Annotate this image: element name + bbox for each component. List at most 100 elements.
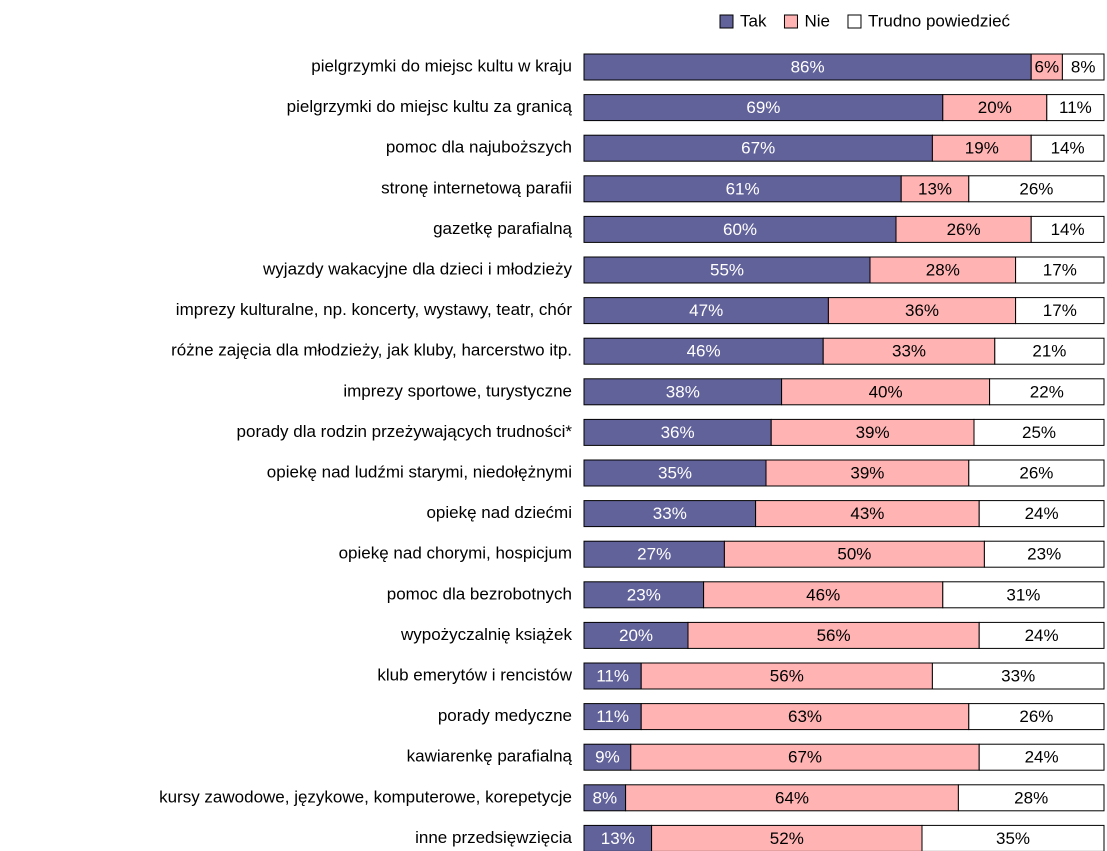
value-label: 33% (892, 342, 926, 361)
value-label: 26% (1019, 463, 1053, 482)
category-label: pomoc dla bezrobotnych (387, 584, 572, 603)
value-label: 52% (770, 829, 804, 848)
value-label: 23% (627, 585, 661, 604)
value-label: 20% (619, 626, 653, 645)
bar-segment (968, 175, 1105, 203)
value-label: 61% (726, 179, 760, 198)
bar-segment (931, 662, 1105, 690)
bar-segment (640, 703, 970, 731)
bar-segment (942, 581, 1105, 609)
bar-segment (583, 175, 902, 203)
value-label: 56% (817, 626, 851, 645)
value-label: 36% (905, 301, 939, 320)
value-label: 43% (850, 504, 884, 523)
value-label: 20% (978, 98, 1012, 117)
value-label: 6% (1035, 57, 1060, 76)
bar-segment (1030, 215, 1105, 243)
bar-segment (827, 297, 1017, 325)
value-label: 11% (596, 707, 629, 726)
bar-segment (973, 418, 1105, 446)
value-label: 46% (806, 585, 840, 604)
bar-segment (583, 418, 772, 446)
value-label: 67% (788, 748, 822, 767)
bar-segment (978, 621, 1105, 649)
value-label: 11% (1059, 98, 1092, 117)
legend-swatch (719, 14, 734, 29)
category-label: wyjazdy wakacyjne dla dzieci i młodzieży (262, 259, 572, 278)
bar-segment (651, 824, 923, 851)
value-label: 17% (1043, 301, 1077, 320)
bar-segment (978, 743, 1105, 771)
category-label: opiekę nad dziećmi (426, 503, 572, 522)
value-label: 13% (601, 829, 635, 848)
bar-segment (583, 378, 783, 406)
bar-segment (625, 784, 959, 812)
value-label: 28% (1014, 788, 1048, 807)
bar-segment (703, 581, 944, 609)
value-label: 25% (1022, 423, 1056, 442)
value-label: 36% (661, 423, 695, 442)
value-label: 24% (1025, 748, 1059, 767)
bar-segment (583, 215, 897, 243)
value-label: 35% (658, 463, 692, 482)
bar-segment (1030, 134, 1105, 162)
value-label: 13% (918, 179, 952, 198)
bar-segment (994, 337, 1105, 365)
value-label: 22% (1030, 382, 1064, 401)
bar-segment (583, 703, 642, 731)
bar-segment (770, 418, 975, 446)
value-label: 23% (1027, 545, 1061, 564)
category-label: stronę internetową parafii (381, 178, 572, 197)
category-label: imprezy kulturalne, np. koncerty, wystaw… (176, 300, 573, 319)
value-label: 47% (689, 301, 723, 320)
bar-segment (895, 215, 1032, 243)
bar-segment (723, 540, 985, 568)
value-label: 56% (770, 666, 804, 685)
category-label: różne zajęcia dla młodzieży, jak kluby, … (171, 341, 572, 360)
value-label: 14% (1051, 220, 1085, 239)
value-label: 40% (869, 382, 903, 401)
bar-segment (583, 297, 829, 325)
bar-segment (583, 256, 871, 284)
value-label: 63% (788, 707, 822, 726)
bar-segment (983, 540, 1105, 568)
legend-label: Tak (740, 11, 767, 30)
value-label: 67% (741, 139, 775, 158)
bar-segment (1030, 53, 1063, 81)
bar-segment (957, 784, 1105, 812)
bar-segment (583, 500, 757, 528)
value-label: 64% (775, 788, 809, 807)
category-label: inne przedsięwzięcia (415, 828, 572, 847)
bar-segment (583, 337, 824, 365)
bar-segment (989, 378, 1105, 406)
value-label: 55% (710, 260, 744, 279)
value-label: 11% (596, 666, 629, 685)
legend-swatch (783, 14, 798, 29)
value-label: 39% (856, 423, 890, 442)
category-label: wypożyczalnię książek (400, 625, 573, 644)
value-label: 26% (1019, 707, 1053, 726)
bar-segment (583, 134, 933, 162)
category-label: porady dla rodzin przeżywających trudnoś… (237, 422, 573, 441)
bar-segment (1015, 297, 1105, 325)
category-label: gazetkę parafialną (433, 219, 572, 238)
category-label: klub emerytów i rencistów (377, 665, 572, 684)
category-label: pielgrzymki do miejsc kultu za granicą (287, 97, 573, 116)
bar-segment (822, 337, 996, 365)
bar-segment (583, 53, 1032, 81)
bar-segment (978, 500, 1105, 528)
value-label: 39% (850, 463, 884, 482)
category-label: kawiarenkę parafialną (407, 747, 573, 766)
value-label: 8% (1071, 57, 1096, 76)
value-label: 69% (746, 98, 780, 117)
bar-segment (583, 581, 705, 609)
bar-segment (968, 459, 1105, 487)
category-label: pomoc dla najuboższych (386, 138, 572, 157)
bar-segment (640, 662, 933, 690)
category-label: opiekę nad ludźmi starymi, niedołężnymi (267, 462, 572, 481)
bar-segment (942, 94, 1048, 122)
value-label: 8% (593, 788, 618, 807)
bar-segment (1046, 94, 1105, 122)
bar-segment (583, 621, 689, 649)
